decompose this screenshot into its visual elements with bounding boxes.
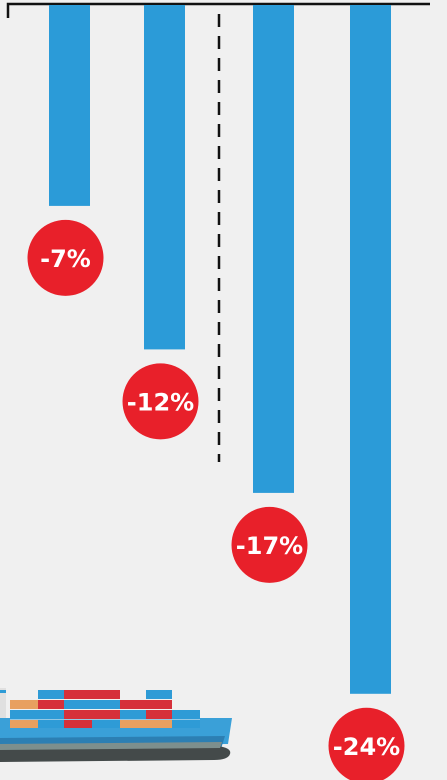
top-axis-line [6,2,430,18]
bar [49,5,90,206]
container-ship-icon [0,688,232,762]
data-label-circle [122,363,199,440]
data-label: -24% [333,733,400,761]
labels-layer: -7% -12% -17% -24% [27,219,405,780]
bars-layer [49,5,391,694]
data-label-circle [27,219,104,296]
bar [350,5,391,694]
bar [144,5,185,350]
data-label: -12% [127,388,194,416]
data-label-circle [231,506,308,583]
data-label: -17% [236,532,303,560]
bar [253,5,294,493]
data-label-circle [328,707,405,780]
data-label: -7% [40,245,91,273]
